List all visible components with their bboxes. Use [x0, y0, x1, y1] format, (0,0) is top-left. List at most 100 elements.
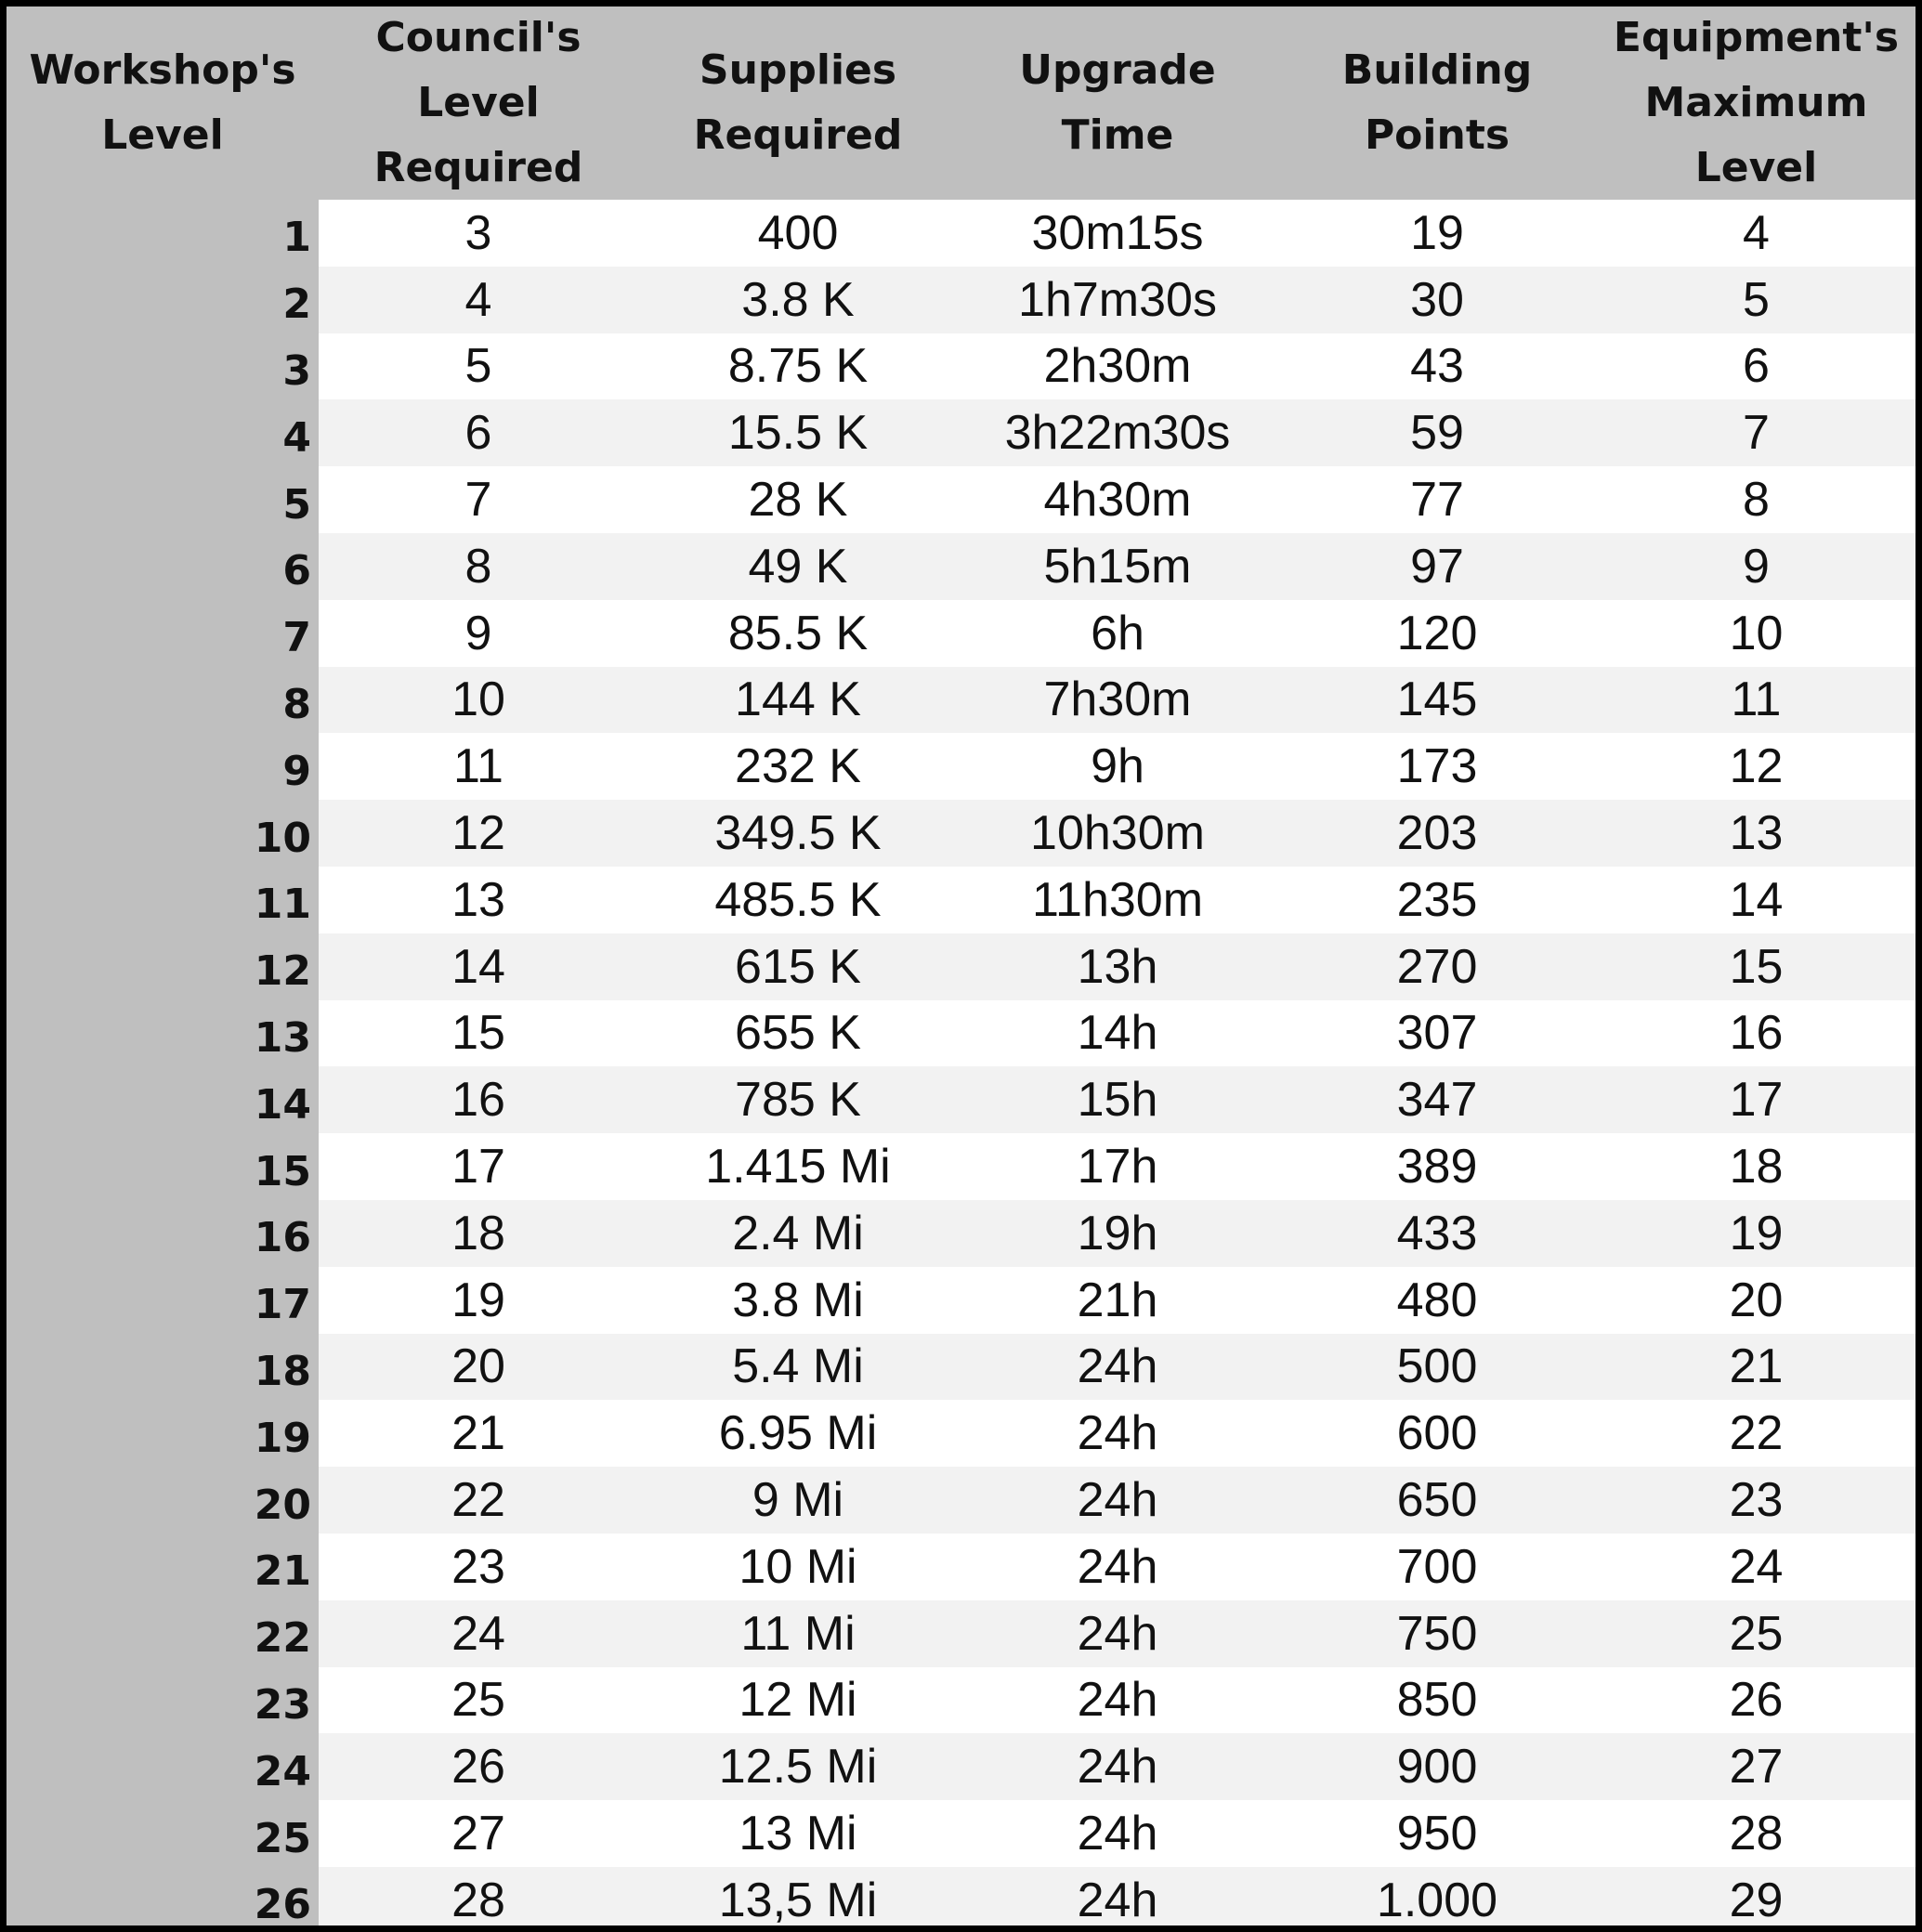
workshop-level-cell: 21 — [7, 1533, 319, 1600]
upgrade-time-cell: 24h — [958, 1800, 1277, 1867]
upgrade-time-cell: 24h — [958, 1666, 1277, 1734]
table-row: 14 16 785 K 15h 347 17 — [7, 1066, 1915, 1134]
equipment-max-level-cell: 13 — [1597, 800, 1915, 867]
upgrade-time-cell: 24h — [958, 1866, 1277, 1925]
header-workshop-level: Workshop's Level — [29, 46, 296, 159]
workshop-level-cell: 9 — [7, 733, 319, 801]
workshop-level-cell: 3 — [7, 333, 319, 400]
workshop-level-cell: 22 — [7, 1599, 319, 1667]
header-supplies-required: Supplies Required — [693, 46, 903, 159]
supplies-cell: 5.4 Mi — [638, 1333, 958, 1401]
equipment-max-level-cell: 8 — [1597, 466, 1915, 533]
council-level-cell: 28 — [319, 1866, 638, 1925]
council-level-cell: 10 — [319, 666, 638, 734]
council-level-cell: 5 — [319, 333, 638, 400]
workshop-level-cell: 14 — [7, 1066, 319, 1134]
supplies-cell: 85.5 K — [638, 599, 958, 667]
upgrade-time-cell: 11h30m — [958, 866, 1277, 933]
council-level-cell: 6 — [319, 399, 638, 467]
upgrade-time-cell: 24h — [958, 1533, 1277, 1600]
workshop-level-cell: 19 — [7, 1400, 319, 1468]
table-row: 26 28 13,5 Mi 24h 1.000 29 — [7, 1866, 1915, 1925]
table-row: 20 22 9 Mi 24h 650 23 — [7, 1467, 1915, 1534]
equipment-max-level-cell: 6 — [1597, 333, 1915, 400]
building-points-cell: 600 — [1277, 1400, 1597, 1468]
building-points-cell: 19 — [1277, 200, 1597, 267]
table-row: 19 21 6.95 Mi 24h 600 22 — [7, 1400, 1915, 1468]
building-points-cell: 480 — [1277, 1266, 1597, 1334]
equipment-max-level-cell: 23 — [1597, 1467, 1915, 1534]
equipment-max-level-cell: 24 — [1597, 1533, 1915, 1600]
upgrade-time-cell: 6h — [958, 599, 1277, 667]
table-row: 16 18 2.4 Mi 19h 433 19 — [7, 1199, 1915, 1267]
supplies-cell: 615 K — [638, 933, 958, 1000]
upgrade-time-cell: 19h — [958, 1199, 1277, 1267]
supplies-cell: 8.75 K — [638, 333, 958, 400]
equipment-max-level-cell: 5 — [1597, 266, 1915, 333]
supplies-cell: 1.415 Mi — [638, 1133, 958, 1200]
equipment-max-level-cell: 15 — [1597, 933, 1915, 1000]
building-points-cell: 700 — [1277, 1533, 1597, 1600]
upgrade-time-cell: 1h7m30s — [958, 266, 1277, 333]
building-points-cell: 203 — [1277, 800, 1597, 867]
upgrade-time-cell: 13h — [958, 933, 1277, 1000]
upgrade-time-cell: 24h — [958, 1599, 1277, 1667]
supplies-cell: 12 Mi — [638, 1666, 958, 1734]
council-level-cell: 12 — [319, 800, 638, 867]
council-level-cell: 22 — [319, 1467, 638, 1534]
building-points-cell: 1.000 — [1277, 1866, 1597, 1925]
workshop-level-cell: 15 — [7, 1133, 319, 1200]
building-points-cell: 307 — [1277, 999, 1597, 1067]
council-level-cell: 15 — [319, 999, 638, 1067]
workshop-level-cell: 17 — [7, 1266, 319, 1334]
workshop-level-cell: 4 — [7, 399, 319, 467]
council-level-cell: 18 — [319, 1199, 638, 1267]
upgrade-time-cell: 17h — [958, 1133, 1277, 1200]
building-points-cell: 850 — [1277, 1666, 1597, 1734]
building-points-cell: 145 — [1277, 666, 1597, 734]
building-points-cell: 120 — [1277, 599, 1597, 667]
workshop-level-cell: 20 — [7, 1467, 319, 1534]
table-row: 8 10 144 K 7h30m 145 11 — [7, 666, 1915, 734]
council-level-cell: 11 — [319, 733, 638, 801]
council-level-cell: 7 — [319, 466, 638, 533]
header-equipment-max-level: Equipment's Maximum Level — [1613, 14, 1900, 191]
table-row: 2 4 3.8 K 1h7m30s 30 5 — [7, 266, 1915, 333]
workshop-level-cell: 26 — [7, 1866, 319, 1925]
equipment-max-level-cell: 10 — [1597, 599, 1915, 667]
supplies-cell: 485.5 K — [638, 866, 958, 933]
building-points-cell: 270 — [1277, 933, 1597, 1000]
workshop-level-cell: 16 — [7, 1199, 319, 1267]
workshop-level-cell: 12 — [7, 933, 319, 1000]
council-level-cell: 25 — [319, 1666, 638, 1734]
table-row: 23 25 12 Mi 24h 850 26 — [7, 1666, 1915, 1734]
table-row: 7 9 85.5 K 6h 120 10 — [7, 599, 1915, 667]
supplies-cell: 3.8 Mi — [638, 1266, 958, 1334]
table-row: 11 13 485.5 K 11h30m 235 14 — [7, 866, 1915, 933]
table-row: 1 3 400 30m15s 19 4 — [7, 200, 1915, 267]
supplies-cell: 10 Mi — [638, 1533, 958, 1600]
council-level-cell: 19 — [319, 1266, 638, 1334]
building-points-cell: 433 — [1277, 1199, 1597, 1267]
equipment-max-level-cell: 9 — [1597, 532, 1915, 600]
table-row: 15 17 1.415 Mi 17h 389 18 — [7, 1133, 1915, 1200]
supplies-cell: 13 Mi — [638, 1800, 958, 1867]
building-points-cell: 77 — [1277, 466, 1597, 533]
building-points-cell: 97 — [1277, 532, 1597, 600]
supplies-cell: 11 Mi — [638, 1599, 958, 1667]
workshop-level-cell: 8 — [7, 666, 319, 734]
table-row: 18 20 5.4 Mi 24h 500 21 — [7, 1333, 1915, 1401]
upgrade-time-cell: 21h — [958, 1266, 1277, 1334]
table-row: 10 12 349.5 K 10h30m 203 13 — [7, 800, 1915, 867]
supplies-cell: 28 K — [638, 466, 958, 533]
council-level-cell: 9 — [319, 599, 638, 667]
workshop-level-cell: 6 — [7, 532, 319, 600]
council-level-cell: 16 — [319, 1066, 638, 1134]
equipment-max-level-cell: 7 — [1597, 399, 1915, 467]
equipment-max-level-cell: 20 — [1597, 1266, 1915, 1334]
building-points-cell: 950 — [1277, 1800, 1597, 1867]
building-points-cell: 650 — [1277, 1467, 1597, 1534]
header-council-level-required: Council's Level Required — [373, 14, 583, 191]
table-row: 17 19 3.8 Mi 21h 480 20 — [7, 1266, 1915, 1334]
